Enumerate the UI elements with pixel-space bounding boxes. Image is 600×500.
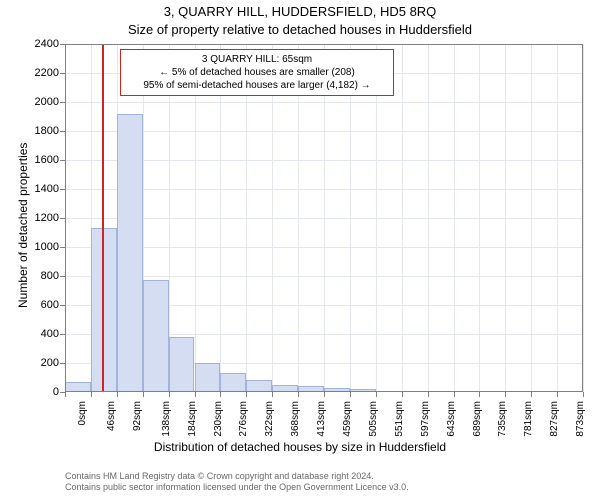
x-tick-mark <box>195 392 196 397</box>
x-tick-label: 505sqm <box>368 401 379 437</box>
credits-line2: Contains public sector information licen… <box>65 482 592 494</box>
x-tick-mark <box>531 392 532 397</box>
histogram-plot: 0200400600800100012001400160018002000220… <box>65 44 583 392</box>
histogram-bar <box>272 385 298 392</box>
gridline-v <box>402 44 403 392</box>
x-tick-label: 689sqm <box>471 401 482 437</box>
histogram-bar <box>220 373 246 392</box>
gridline-v <box>479 44 480 392</box>
gridline-v <box>505 44 506 392</box>
y-tick-label: 800 <box>41 270 65 282</box>
info-box-line: ← 5% of detached houses are smaller (208… <box>127 66 387 79</box>
y-tick-label: 2400 <box>35 38 65 50</box>
x-tick-label: 138sqm <box>160 401 171 437</box>
histogram-bar <box>65 382 91 392</box>
x-tick-label: 368sqm <box>290 401 301 437</box>
histogram-bar <box>195 363 221 392</box>
page-title-line2: Size of property relative to detached ho… <box>0 22 600 37</box>
histogram-bar <box>91 228 117 392</box>
gridline-v <box>350 44 351 392</box>
y-tick-label: 2000 <box>35 96 65 108</box>
y-tick-label: 400 <box>41 328 65 340</box>
gridline-v <box>298 44 299 392</box>
y-tick-label: 200 <box>41 357 65 369</box>
page-title-line1: 3, QUARRY HILL, HUDDERSFIELD, HD5 8RQ <box>0 4 600 19</box>
x-tick-mark <box>324 392 325 397</box>
x-tick-mark <box>454 392 455 397</box>
y-tick-label: 2200 <box>35 67 65 79</box>
y-tick-label: 1600 <box>35 154 65 166</box>
x-tick-label: 597sqm <box>419 401 430 437</box>
gridline-v <box>376 44 377 392</box>
reference-line <box>102 44 104 392</box>
x-tick-mark <box>246 392 247 397</box>
x-tick-mark <box>505 392 506 397</box>
y-tick-label: 600 <box>41 299 65 311</box>
x-axis-label: Distribution of detached houses by size … <box>0 440 600 454</box>
y-tick-label: 1400 <box>35 183 65 195</box>
gridline-v <box>324 44 325 392</box>
gridline-v <box>454 44 455 392</box>
gridline-v <box>557 44 558 392</box>
gridline-v <box>220 44 221 392</box>
x-tick-mark <box>117 392 118 397</box>
x-tick-mark <box>91 392 92 397</box>
y-axis-label: Number of detached properties <box>16 143 30 308</box>
x-tick-mark <box>583 392 584 397</box>
histogram-bar <box>117 114 143 392</box>
x-tick-mark <box>479 392 480 397</box>
x-tick-label: 230sqm <box>212 401 223 437</box>
credits: Contains HM Land Registry data © Crown c… <box>65 471 592 494</box>
histogram-bar <box>298 386 324 392</box>
info-box-line: 3 QUARRY HILL: 65sqm <box>127 53 387 66</box>
x-tick-label: 92sqm <box>132 401 143 431</box>
x-tick-label: 413sqm <box>316 401 327 437</box>
credits-line1: Contains HM Land Registry data © Crown c… <box>65 471 592 483</box>
y-tick-label: 1200 <box>35 212 65 224</box>
histogram-bar <box>246 380 272 392</box>
x-tick-mark <box>272 392 273 397</box>
info-box: 3 QUARRY HILL: 65sqm← 5% of detached hou… <box>120 49 394 96</box>
x-tick-label: 781sqm <box>523 401 534 437</box>
gridline-v <box>272 44 273 392</box>
x-tick-label: 643sqm <box>445 401 456 437</box>
x-tick-label: 551sqm <box>394 401 405 437</box>
x-tick-mark <box>402 392 403 397</box>
gridline-v <box>195 44 196 392</box>
x-tick-mark <box>557 392 558 397</box>
gridline-v <box>246 44 247 392</box>
histogram-bar <box>324 388 350 392</box>
x-tick-mark <box>376 392 377 397</box>
x-tick-label: 0sqm <box>77 401 88 425</box>
y-tick-label: 0 <box>53 386 65 398</box>
x-tick-label: 276sqm <box>238 401 249 437</box>
gridline-v <box>583 44 584 392</box>
x-tick-label: 322sqm <box>264 401 275 437</box>
gridline-v <box>428 44 429 392</box>
x-tick-mark <box>350 392 351 397</box>
y-tick-label: 1800 <box>35 125 65 137</box>
x-tick-label: 735sqm <box>497 401 508 437</box>
gridline-v <box>531 44 532 392</box>
info-box-line: 95% of semi-detached houses are larger (… <box>127 79 387 92</box>
x-tick-label: 827sqm <box>549 401 560 437</box>
x-tick-mark <box>169 392 170 397</box>
x-tick-mark <box>220 392 221 397</box>
x-tick-mark <box>143 392 144 397</box>
x-tick-mark <box>298 392 299 397</box>
x-tick-label: 873sqm <box>575 401 586 437</box>
x-tick-mark <box>428 392 429 397</box>
x-tick-mark <box>65 392 66 397</box>
histogram-bar <box>169 337 195 392</box>
x-tick-label: 459sqm <box>342 401 353 437</box>
x-tick-label: 184sqm <box>186 401 197 437</box>
histogram-bar <box>143 280 169 392</box>
x-tick-label: 46sqm <box>106 401 117 431</box>
histogram-bar <box>350 389 376 392</box>
y-tick-label: 1000 <box>35 241 65 253</box>
